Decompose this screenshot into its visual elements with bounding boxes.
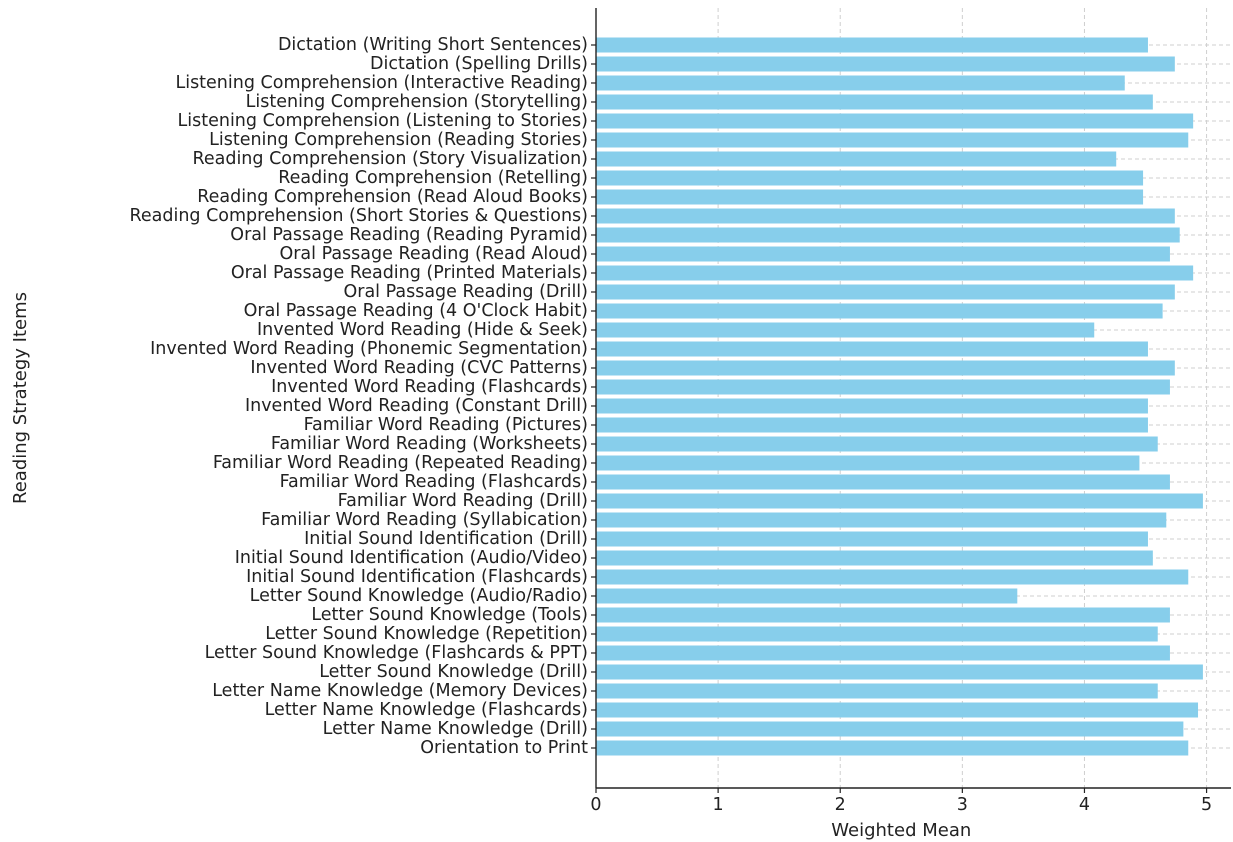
category-label: Dictation (Writing Short Sentences) (278, 35, 588, 55)
category-label: Reading Comprehension (Short Stories & Q… (129, 206, 588, 226)
bar (596, 75, 1125, 91)
bar (596, 208, 1175, 224)
category-label: Familiar Word Reading (Repeated Reading) (213, 453, 588, 473)
category-label: Dictation (Spelling Drills) (370, 54, 588, 74)
bar (596, 379, 1170, 395)
bar (596, 113, 1194, 129)
category-label: Reading Comprehension (Read Aloud Books) (197, 187, 588, 207)
bar (596, 132, 1189, 148)
bar (596, 322, 1095, 338)
category-label: Letter Name Knowledge (Drill) (323, 719, 588, 739)
bar (596, 588, 1018, 604)
x-tick-label: 3 (957, 795, 968, 815)
category-label: Reading Comprehension (Retelling) (278, 168, 588, 188)
bar (596, 417, 1148, 433)
bar (596, 664, 1203, 680)
x-tick-label: 4 (1079, 795, 1090, 815)
category-label: Invented Word Reading (CVC Patterns) (250, 358, 588, 378)
category-label: Letter Sound Knowledge (Repetition) (265, 624, 588, 644)
category-label: Familiar Word Reading (Pictures) (304, 415, 588, 435)
category-label: Initial Sound Identification (Flashcards… (246, 567, 588, 587)
bar (596, 474, 1170, 490)
category-label: Letter Sound Knowledge (Audio/Radio) (250, 586, 588, 606)
bar (596, 360, 1175, 376)
bar (596, 740, 1189, 756)
category-label: Letter Sound Knowledge (Tools) (311, 605, 588, 625)
category-label: Oral Passage Reading (4 O'Clock Habit) (244, 301, 588, 321)
bar (596, 531, 1148, 547)
category-label: Initial Sound Identification (Audio/Vide… (235, 548, 588, 568)
bar (596, 626, 1158, 642)
category-label: Oral Passage Reading (Printed Materials) (231, 263, 588, 283)
category-label: Invented Word Reading (Phonemic Segmenta… (150, 339, 588, 359)
bar (596, 645, 1170, 661)
category-label: Listening Comprehension (Storytelling) (246, 92, 588, 112)
bar (596, 341, 1148, 357)
bar (596, 265, 1194, 281)
bar (596, 455, 1140, 471)
bar (596, 550, 1153, 566)
category-label: Familiar Word Reading (Worksheets) (271, 434, 588, 454)
category-label: Letter Sound Knowledge (Drill) (319, 662, 588, 682)
category-label: Invented Word Reading (Hide & Seek) (257, 320, 588, 340)
bar (596, 94, 1153, 110)
bar (596, 607, 1170, 623)
category-label: Letter Name Knowledge (Memory Devices) (212, 681, 588, 701)
bar (596, 512, 1167, 528)
bar (596, 569, 1189, 585)
category-label: Reading Comprehension (Story Visualizati… (192, 149, 588, 169)
category-label: Invented Word Reading (Flashcards) (271, 377, 588, 397)
bar (596, 721, 1184, 737)
category-label: Invented Word Reading (Constant Drill) (245, 396, 588, 416)
x-tick-label: 5 (1201, 795, 1212, 815)
x-tick-label: 0 (590, 795, 601, 815)
bar (596, 37, 1148, 53)
x-tick-label: 2 (835, 795, 846, 815)
category-label: Oral Passage Reading (Drill) (343, 282, 588, 302)
category-label: Familiar Word Reading (Flashcards) (280, 472, 588, 492)
bars (596, 37, 1203, 756)
category-label: Initial Sound Identification (Drill) (304, 529, 588, 549)
x-axis-ticks: 0 1 2 3 4 5 (590, 788, 1212, 815)
bar (596, 493, 1203, 509)
bar (596, 246, 1170, 262)
bar (596, 702, 1199, 718)
bar (596, 56, 1175, 72)
bar (596, 303, 1163, 319)
category-label: Oral Passage Reading (Read Aloud) (279, 244, 588, 264)
bar (596, 284, 1175, 300)
category-label: Letter Sound Knowledge (Flashcards & PPT… (205, 643, 588, 663)
x-axis-title: Weighted Mean (831, 820, 971, 841)
category-label: Orientation to Print (420, 738, 588, 758)
category-label: Oral Passage Reading (Reading Pyramid) (230, 225, 588, 245)
category-label: Listening Comprehension (Reading Stories… (209, 130, 588, 150)
category-label: Listening Comprehension (Listening to St… (178, 111, 589, 131)
bar (596, 189, 1144, 205)
bar (596, 683, 1158, 699)
category-label: Listening Comprehension (Interactive Rea… (175, 73, 588, 93)
bar (596, 398, 1148, 414)
category-label: Familiar Word Reading (Drill) (338, 491, 588, 511)
bar (596, 227, 1180, 243)
bar (596, 170, 1144, 186)
x-tick-label: 1 (713, 795, 724, 815)
category-label: Familiar Word Reading (Syllabication) (261, 510, 588, 530)
bar (596, 151, 1117, 167)
category-label: Letter Name Knowledge (Flashcards) (265, 700, 588, 720)
y-axis-title: Reading Strategy Items (10, 292, 31, 504)
bar (596, 436, 1158, 452)
